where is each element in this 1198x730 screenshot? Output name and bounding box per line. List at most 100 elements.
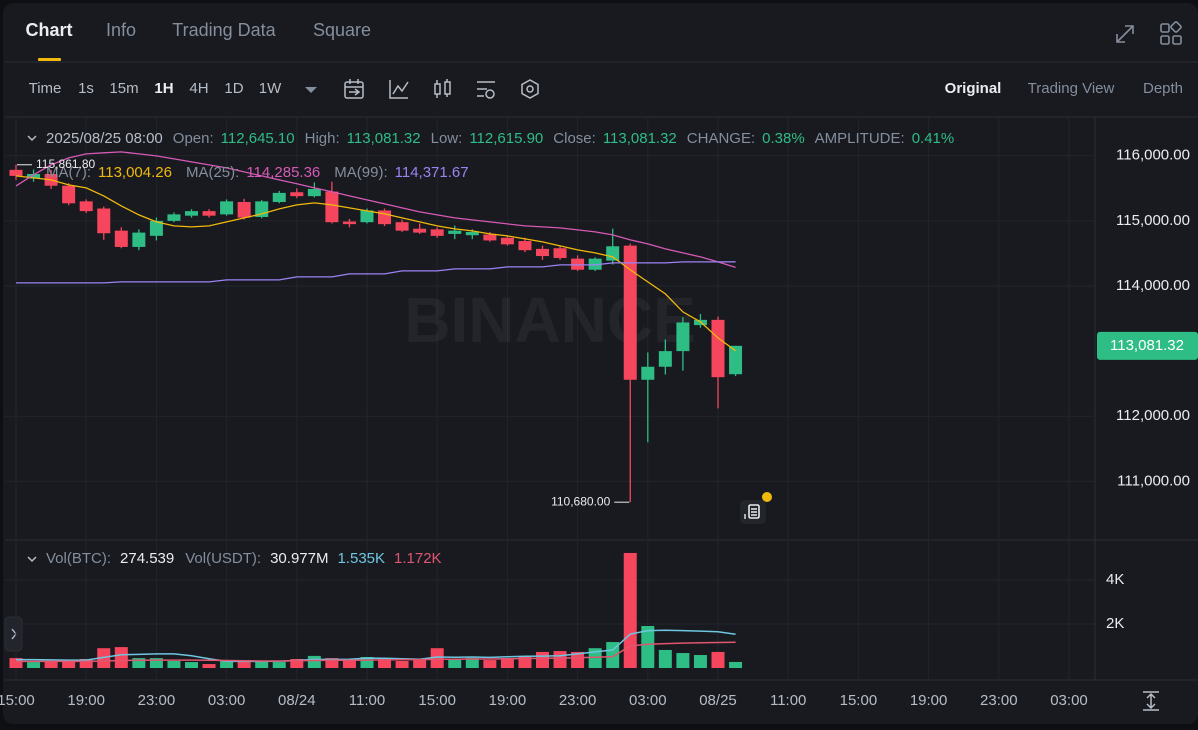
settings-icon[interactable]: [521, 79, 539, 99]
volume-collapse-chevron[interactable]: [27, 556, 37, 563]
volume-bar: [79, 658, 93, 668]
volume-bar: [325, 658, 339, 668]
moving-average-line: [15, 175, 736, 352]
x-tick-label: 08/25: [699, 692, 737, 709]
x-tick-label: 23:00: [138, 692, 176, 709]
interval-option[interactable]: 15m: [109, 80, 138, 97]
candle-type-icon[interactable]: [434, 79, 451, 98]
calendar-icon[interactable]: [344, 79, 364, 99]
candle-body: [711, 319, 725, 378]
x-tick-label: 15:00: [0, 692, 35, 709]
legend-name: Vol(BTC):: [46, 550, 111, 567]
candle-body: [307, 188, 321, 197]
legend-value: 1.535K: [337, 550, 385, 567]
candle-body: [588, 258, 602, 270]
candle-body: [518, 241, 532, 251]
watermark: BINANCE: [404, 284, 696, 356]
header-value: 0.38%: [762, 130, 805, 147]
volume-bar: [483, 660, 497, 668]
interval-option[interactable]: 4H: [189, 80, 208, 97]
volume-bar: [606, 642, 620, 668]
nav-tab[interactable]: Trading Data: [172, 20, 276, 40]
x-tick-label: 19:00: [489, 692, 527, 709]
candle-body: [167, 214, 181, 221]
volume-bar: [255, 660, 269, 668]
x-tick-label: 19:00: [67, 692, 105, 709]
event-icon[interactable]: [740, 492, 772, 524]
side-panel-toggle[interactable]: [4, 616, 23, 652]
interval-option[interactable]: 1s: [78, 80, 94, 97]
candle-body: [676, 322, 690, 352]
legend-name: MA(99):: [334, 164, 387, 181]
candle-body: [185, 211, 198, 216]
volume-bar: [693, 655, 707, 668]
legend-name: MA(7):: [46, 164, 91, 181]
volume-bar: [360, 657, 374, 668]
candle-body: [220, 201, 234, 215]
volume-bar: [413, 660, 427, 668]
volume-bar: [237, 660, 251, 668]
legend-value: 114,285.36: [246, 164, 320, 181]
x-tick-label: 15:00: [840, 692, 878, 709]
candle-body: [97, 208, 111, 234]
header-label: AMPLITUDE:: [815, 130, 905, 147]
x-tick-label: 03:00: [1050, 692, 1088, 709]
volume-bar: [448, 658, 462, 668]
volume-bar: [623, 552, 637, 668]
template-icon[interactable]: [477, 81, 495, 99]
header-label: Close:: [553, 130, 596, 147]
interval-option[interactable]: 1D: [224, 80, 243, 97]
legend-value: 114,371.67: [395, 164, 469, 181]
view-option[interactable]: Depth: [1143, 80, 1183, 97]
auto-scale-icon[interactable]: [1143, 691, 1159, 711]
interval-dropdown[interactable]: [305, 87, 317, 93]
low-marker-label: 110,680.00: [551, 494, 610, 508]
candle-body: [27, 174, 41, 179]
active-tab-underline: [38, 58, 61, 61]
moving-average-line: [15, 151, 736, 269]
volume-ma-line: [16, 629, 736, 663]
nav-tab[interactable]: Chart: [25, 20, 72, 40]
volume-ma-line: [16, 641, 736, 663]
interval-option[interactable]: 1W: [259, 80, 282, 97]
candle-body: [483, 234, 497, 241]
indicator-icon[interactable]: [389, 80, 409, 99]
view-option[interactable]: Original: [945, 80, 1002, 97]
x-tick-label: 03:00: [208, 692, 246, 709]
candle-body: [202, 211, 216, 216]
volume-bar: [500, 658, 514, 668]
volume-bar: [378, 658, 392, 668]
volume-bar: [536, 651, 549, 668]
candle-body: [641, 366, 655, 380]
toolbar-icons: [344, 79, 539, 99]
candle-body: [729, 345, 743, 375]
volume-bar: [167, 660, 181, 668]
view-option[interactable]: Trading View: [1028, 80, 1115, 97]
legend-value: 1.172K: [394, 550, 442, 567]
last-price-tag: [1097, 331, 1198, 360]
volume-bar: [518, 657, 532, 668]
price-tick-label: 115,000.00: [1116, 212, 1190, 229]
fullscreen-icon[interactable]: [1116, 25, 1134, 43]
legend-name: Vol(USDT):: [185, 550, 261, 567]
candle-body: [606, 246, 620, 261]
layout-icon[interactable]: [1160, 21, 1182, 45]
volume-bars: [9, 552, 743, 668]
collapse-chevron[interactable]: [27, 135, 37, 142]
volume-bar: [465, 658, 479, 668]
interval-option[interactable]: 1H: [154, 80, 173, 97]
candle-body: [9, 169, 23, 176]
panel-background: [3, 3, 1198, 724]
candle-body: [623, 245, 637, 380]
header-label: CHANGE:: [687, 130, 755, 147]
x-tick-label: 23:00: [980, 692, 1018, 709]
volume-tick-label: 4K: [1106, 571, 1124, 588]
nav-tab[interactable]: Info: [106, 20, 136, 40]
ma-legend: MA(7): 113,004.26 MA(25): 114,285.36 MA(99):…: [46, 164, 469, 181]
header-value: 0.41%: [912, 130, 955, 147]
price-tick-label: 116,000.00: [1116, 147, 1190, 164]
interval-option: Time: [29, 80, 62, 97]
nav-tab[interactable]: Square: [313, 20, 371, 40]
candle-body: [237, 202, 251, 218]
